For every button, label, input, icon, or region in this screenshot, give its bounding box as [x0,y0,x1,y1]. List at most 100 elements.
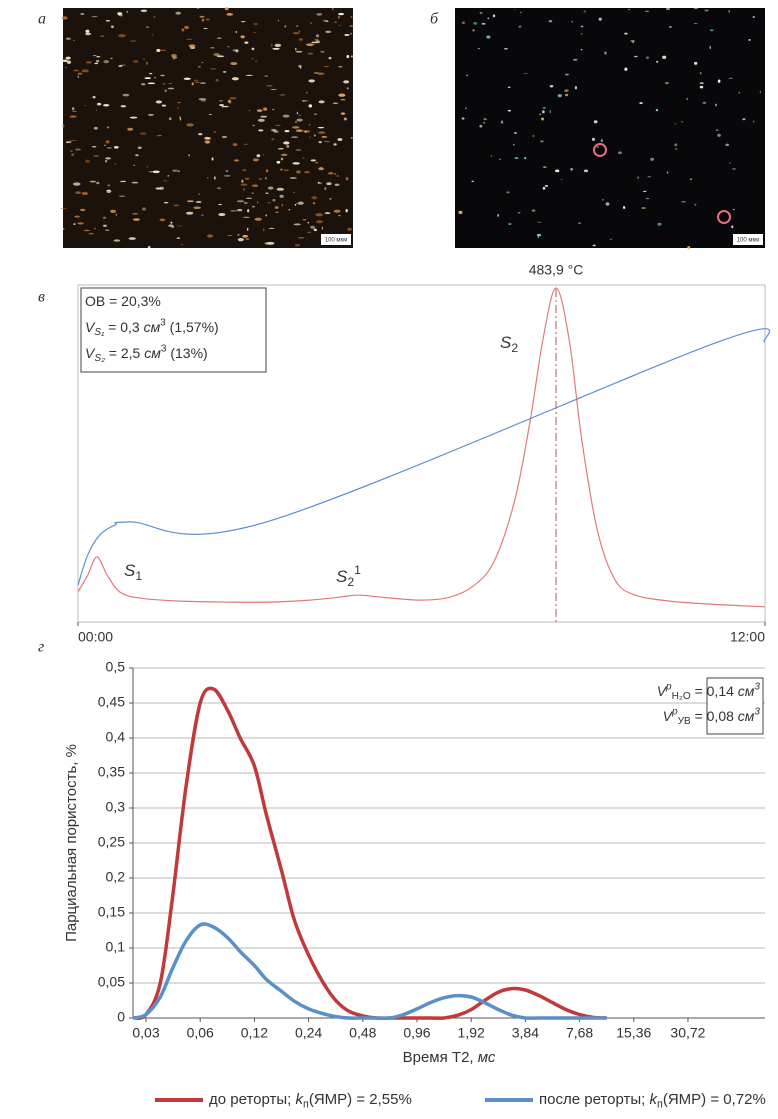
grain [466,75,467,77]
grain [65,67,67,68]
grain [296,119,302,122]
grain [320,182,321,184]
grain [650,158,654,161]
grain [506,191,510,193]
grain [665,82,669,84]
micrograph: 100 мкм [60,7,353,248]
grain [491,155,493,156]
peak-name: S21 [336,563,361,589]
grain [258,119,265,122]
grain [227,235,232,236]
grain [206,18,210,20]
grain [66,141,72,142]
grain [154,77,156,79]
y-tick-label: 0,15 [98,904,125,920]
text-part: после реторты; [539,1091,649,1108]
grain [316,220,323,223]
grain [196,201,202,203]
grain [321,136,327,138]
grain [624,68,627,71]
grain [350,32,352,35]
y-tick-label: 0,05 [98,974,125,990]
grain [508,110,512,112]
grain [228,100,232,103]
grain [106,20,110,22]
grain [674,143,677,146]
grain [318,182,321,184]
grain [304,171,310,173]
grain [113,239,120,241]
grain [184,78,191,80]
grain [120,105,126,107]
grain [473,22,477,25]
grain [244,144,248,145]
grain [156,100,162,103]
grain [212,157,214,160]
grain [106,191,112,192]
grain [169,117,172,120]
grain [514,157,518,159]
text-part: 3 [754,706,760,717]
grain [310,226,315,229]
grain [168,88,175,90]
grain [337,175,339,176]
grain [717,134,721,137]
grain [285,130,290,132]
grain [329,198,331,200]
grain [610,239,613,240]
grain [584,170,588,173]
grain [725,144,729,146]
grain [349,25,353,27]
grain [199,16,204,18]
grain [328,172,333,174]
grain [69,140,76,141]
text-part: УВ [678,716,691,727]
grain [207,234,213,237]
grain [118,65,122,67]
grain [497,214,499,217]
grain [217,55,224,57]
grain [110,210,116,213]
grain [305,131,307,133]
grain [738,92,740,93]
grain [313,202,316,204]
grain [753,121,754,123]
grain [72,111,77,112]
grain [314,229,317,231]
grain [94,63,98,65]
grain [311,196,317,199]
grain [188,154,189,156]
grain [581,49,583,50]
grain [514,9,516,10]
grain [299,38,303,41]
grain [472,29,474,31]
grain [687,246,690,249]
grain [309,104,312,107]
text-part: S [336,567,348,586]
grain [193,207,200,209]
grain [325,31,331,33]
grain [186,123,193,126]
grain [326,182,331,185]
text-part: = 0,3 [104,319,143,335]
grain [565,74,569,76]
grain [118,34,125,37]
grain [637,176,639,178]
grain [181,244,184,245]
grain [67,61,71,64]
grain [341,112,345,114]
grain [549,20,553,22]
grain [501,120,503,123]
grain [311,42,317,44]
grain [255,218,262,221]
grain [277,188,285,191]
grain [232,77,239,80]
grain [275,211,278,213]
grain [197,8,199,9]
text-part: (13%) [166,345,207,361]
text-part: 2 [511,341,518,355]
grain [210,47,214,49]
grain [570,168,573,171]
grain [458,211,462,214]
grain [292,126,299,129]
